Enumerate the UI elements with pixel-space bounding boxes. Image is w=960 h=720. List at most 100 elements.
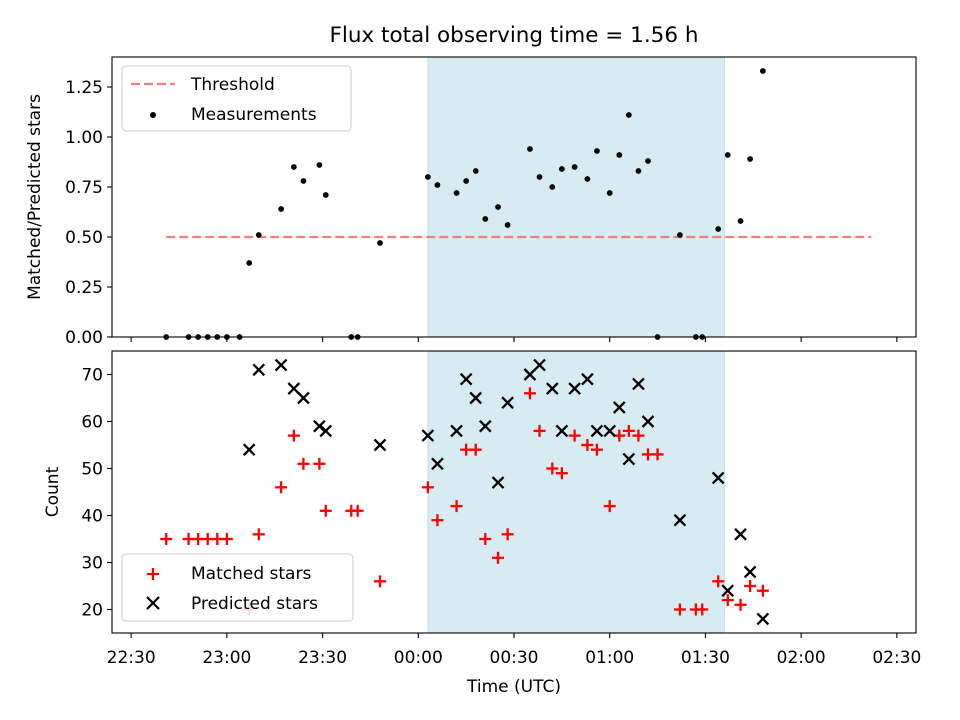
measurement-point bbox=[594, 148, 600, 154]
measurement-point bbox=[434, 182, 441, 188]
predicted-star-point bbox=[501, 396, 514, 410]
matched-star-point bbox=[421, 481, 434, 494]
measurement-point bbox=[715, 226, 722, 232]
predicted-star-point bbox=[734, 527, 747, 541]
bottom-legend: Matched stars Predicted stars bbox=[121, 553, 354, 622]
measurement-point bbox=[322, 192, 329, 198]
matched-star-point bbox=[581, 439, 594, 451]
x-tick-label: 01:30 bbox=[681, 648, 730, 668]
measurement-point bbox=[558, 166, 565, 172]
measurement-point bbox=[724, 152, 731, 158]
matched-star-point bbox=[555, 467, 568, 480]
bottom-panel-frame bbox=[111, 350, 917, 634]
matched-star-point bbox=[501, 528, 514, 541]
top-y-axis-label: Matched/Predicted stars bbox=[25, 94, 45, 300]
matched-star-point bbox=[220, 533, 233, 545]
predicted-star-point bbox=[603, 424, 617, 438]
top-shaded-region bbox=[427, 56, 726, 338]
y-tick-label: 0.75 bbox=[65, 178, 103, 198]
measurement-point bbox=[255, 232, 262, 238]
predicted-star-point bbox=[274, 358, 288, 372]
legend-predicted-label: Predicted stars bbox=[191, 594, 318, 614]
predicted-star-point bbox=[555, 424, 569, 438]
predicted-star-point bbox=[450, 424, 463, 438]
measurement-point bbox=[527, 146, 533, 152]
matched-star-point bbox=[603, 500, 616, 513]
predicted-star-point bbox=[478, 419, 492, 433]
predicted-star-point bbox=[756, 612, 770, 626]
matched-star-point bbox=[275, 481, 288, 494]
predicted-star-point bbox=[545, 382, 559, 395]
measurement-point bbox=[246, 260, 253, 266]
measurement-point bbox=[504, 222, 511, 228]
measurement-point bbox=[737, 218, 744, 224]
x-tick-label: 02:00 bbox=[777, 648, 826, 668]
measurement-point bbox=[290, 164, 297, 170]
matched-star-point bbox=[479, 533, 492, 545]
predicted-star-point bbox=[590, 424, 604, 438]
matched-star-point bbox=[546, 462, 559, 475]
bottom-y-axis-label: Count bbox=[43, 466, 63, 517]
y-tick-label: 1.00 bbox=[65, 128, 103, 148]
x-axis-label: Time (UTC) bbox=[466, 677, 561, 697]
matched-star-point bbox=[721, 594, 734, 607]
top-panel-frame bbox=[111, 56, 917, 338]
top-legend: Threshold Measurements bbox=[121, 65, 352, 132]
predicted-stars-points bbox=[242, 358, 770, 626]
matched-star-point bbox=[319, 504, 332, 517]
measurement-point bbox=[300, 178, 307, 184]
measurement-point bbox=[377, 240, 383, 246]
predicted-star-point bbox=[641, 415, 655, 428]
legend-matched-swatch bbox=[147, 568, 159, 580]
y-tick-label: 0.00 bbox=[65, 328, 103, 348]
predicted-star-point bbox=[319, 424, 333, 438]
predicted-star-point bbox=[252, 363, 266, 377]
measurement-point bbox=[747, 156, 753, 162]
measurement-point bbox=[549, 184, 556, 190]
predicted-star-point bbox=[721, 584, 735, 598]
measurement-point bbox=[635, 168, 642, 174]
measurement-point bbox=[463, 178, 470, 184]
top-panel: 0.00 0.25 0.50 0.75 1.00 1.25 Matched/Predict… bbox=[25, 56, 917, 348]
matched-star-point bbox=[450, 500, 463, 513]
y-tick-label: 0.50 bbox=[65, 228, 103, 248]
legend-predicted-swatch bbox=[146, 596, 160, 610]
matched-star-point bbox=[287, 429, 300, 442]
matched-star-point bbox=[523, 387, 536, 400]
y-tick-label: 40 bbox=[81, 507, 103, 527]
matched-star-point bbox=[651, 448, 664, 461]
matched-star-point bbox=[734, 598, 747, 611]
x-tick-label: 23:00 bbox=[202, 648, 251, 668]
top-legend-box bbox=[121, 65, 352, 132]
matched-star-point bbox=[351, 504, 364, 517]
predicted-star-point bbox=[469, 391, 483, 405]
measurement-point bbox=[606, 190, 613, 196]
predicted-star-point bbox=[743, 565, 757, 579]
matched-star-point bbox=[744, 580, 757, 592]
x-tick-label: 00:00 bbox=[394, 648, 443, 668]
matched-star-point bbox=[533, 424, 546, 437]
predicted-star-point bbox=[673, 513, 687, 527]
matched-star-point bbox=[673, 603, 686, 616]
predicted-star-point bbox=[431, 457, 444, 471]
predicted-star-point bbox=[612, 401, 626, 414]
bottom-x-axis: 22:30 23:00 23:30 00:00 00:30 01:00 01:30 02:00… bbox=[107, 633, 921, 668]
y-tick-label: 60 bbox=[81, 413, 103, 433]
matched-star-point bbox=[297, 457, 310, 470]
y-tick-label: 20 bbox=[81, 601, 103, 621]
x-tick-label: 23:30 bbox=[298, 648, 347, 668]
matched-stars-points bbox=[160, 387, 769, 616]
measurement-point bbox=[571, 164, 578, 170]
predicted-star-point bbox=[568, 382, 581, 395]
predicted-star-point bbox=[287, 382, 301, 395]
measurement-point bbox=[472, 168, 479, 174]
predicted-star-point bbox=[459, 372, 473, 386]
predicted-star-point bbox=[622, 452, 636, 466]
y-tick-label: 1.25 bbox=[65, 78, 103, 98]
measurement-point bbox=[424, 174, 431, 180]
matched-star-point bbox=[696, 603, 709, 616]
legend-threshold-label: Threshold bbox=[190, 75, 275, 95]
bottom-panel: 20 30 40 50 60 70 22:30 23:00 23:30 00:00 00:30 01… bbox=[43, 350, 921, 697]
measurement-point bbox=[625, 112, 632, 118]
